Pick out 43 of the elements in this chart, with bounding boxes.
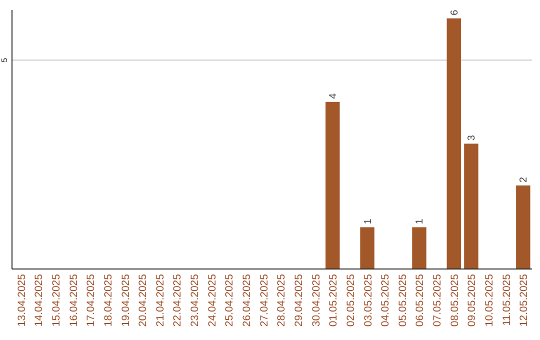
bar xyxy=(516,185,530,269)
x-tick-label: 10.05.2025 xyxy=(484,274,496,327)
x-tick-label: 08.05.2025 xyxy=(448,274,461,327)
x-tick-label: 21.04.2025 xyxy=(154,274,166,327)
x-tick-label: 29.04.2025 xyxy=(292,274,305,327)
data-label: 1 xyxy=(414,218,426,224)
x-tick-label: 07.05.2025 xyxy=(432,274,444,327)
x-tick-label: 15.04.2025 xyxy=(50,274,62,327)
x-tick-label: 20.04.2025 xyxy=(137,274,150,327)
x-tick-label: 28.04.2025 xyxy=(276,274,288,327)
x-tick-label: 26.04.2025 xyxy=(241,274,254,327)
x-tick-label: 06.05.2025 xyxy=(414,274,426,327)
x-tick-label: 03.05.2025 xyxy=(362,274,374,327)
data-label: 3 xyxy=(466,134,478,141)
data-label: 1 xyxy=(362,218,374,224)
bar xyxy=(464,144,478,269)
x-tick-label: 16.04.2025 xyxy=(68,274,80,327)
x-tick-label: 13.04.2025 xyxy=(16,274,28,327)
x-tick-label: 19.04.2025 xyxy=(120,274,132,327)
x-tick-label: 12.05.2025 xyxy=(518,274,530,327)
x-tick-label: 02.05.2025 xyxy=(344,274,357,327)
x-tick-label: 23.04.2025 xyxy=(189,274,202,327)
x-tick-label: 01.05.2025 xyxy=(328,274,340,327)
y-tick-label: 5 xyxy=(0,57,9,62)
x-tick-label: 27.04.2025 xyxy=(258,274,270,327)
x-tick-label: 22.04.2025 xyxy=(172,274,184,327)
x-tick-label: 30.04.2025 xyxy=(310,274,322,327)
bar xyxy=(446,18,461,269)
data-label: 2 xyxy=(518,176,530,182)
data-label: 4 xyxy=(328,92,340,99)
bar xyxy=(360,227,374,269)
x-tick-label: 14.04.2025 xyxy=(33,274,46,327)
x-tick-label: 11.05.2025 xyxy=(500,274,513,326)
x-tick-label: 04.05.2025 xyxy=(380,274,392,327)
x-tick-label: 25.04.2025 xyxy=(224,274,236,327)
x-tick-label: 18.04.2025 xyxy=(102,274,114,327)
bar xyxy=(412,227,426,269)
x-tick-label: 24.04.2025 xyxy=(206,274,218,327)
x-tick-label: 09.05.2025 xyxy=(466,274,478,327)
x-tick-label: 05.05.2025 xyxy=(396,274,409,327)
bar xyxy=(326,102,340,269)
data-label: 6 xyxy=(449,9,460,16)
x-tick-label: 17.04.2025 xyxy=(85,274,98,327)
